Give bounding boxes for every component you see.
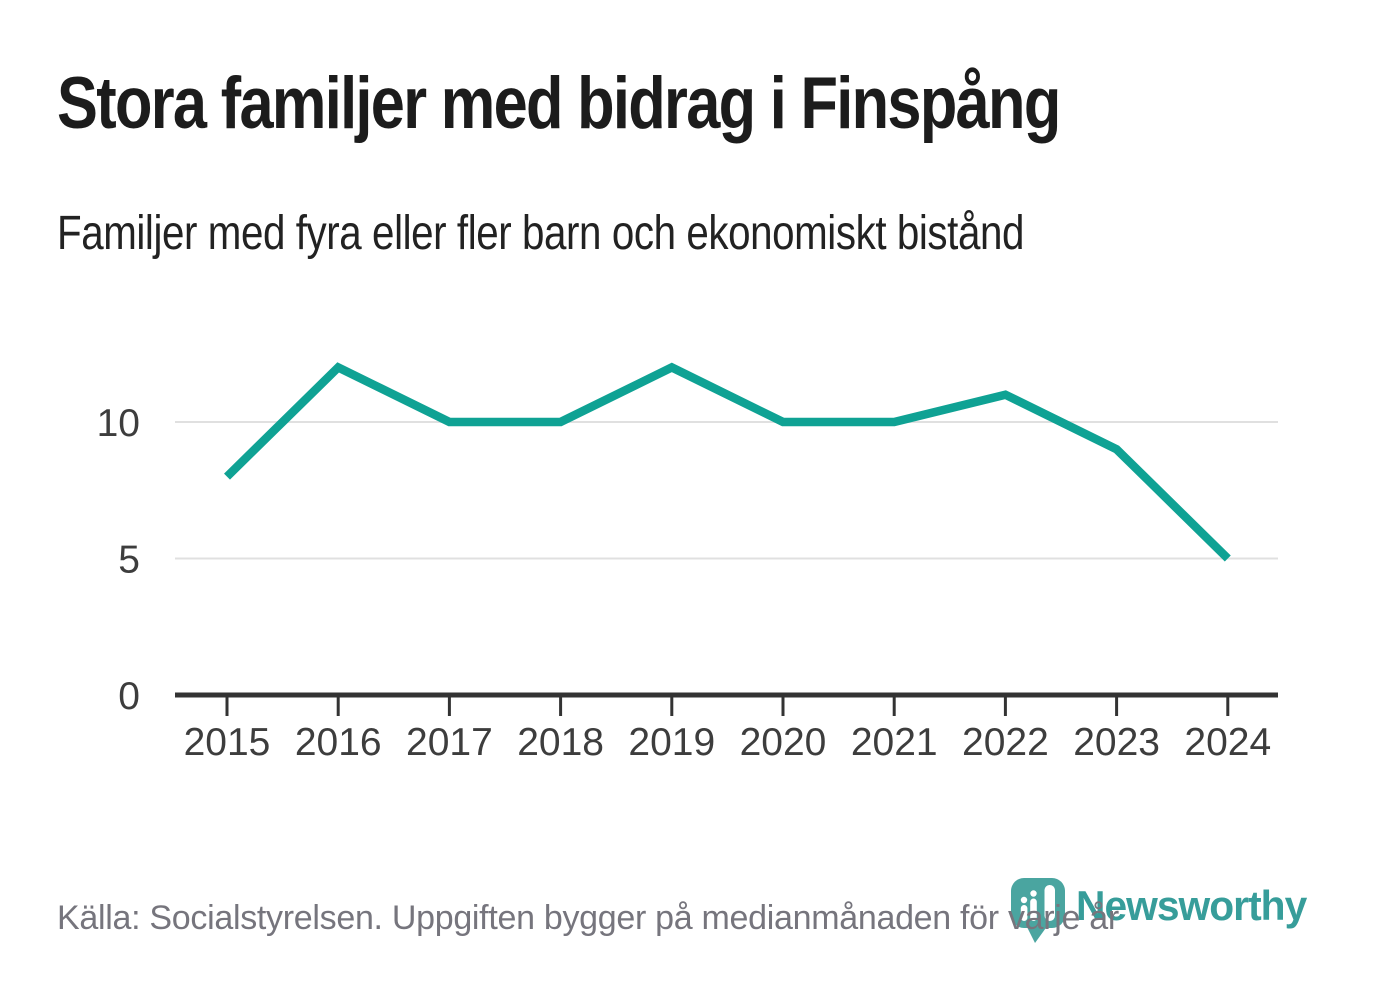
line-chart-svg: 0 5 10 2015 2016 2017 2018 2019 2020 2021 2022 2023… (97, 362, 1278, 764)
newsworthy-logo-icon (1011, 878, 1065, 943)
data-line-series (224, 362, 1231, 562)
y-axis-label: 10 (97, 402, 140, 445)
x-axis-label: 2021 (851, 721, 938, 764)
x-axis-label: 2019 (628, 721, 715, 764)
y-axis-label: 5 (118, 539, 140, 582)
x-axis-label: 2018 (517, 721, 604, 764)
chart-subtitle: Familjer med fyra eller fler barn och ek… (57, 207, 1024, 260)
line-chart: 0 5 10 2015 2016 2017 2018 2019 2020 2021 2022 2023… (0, 300, 1382, 770)
chart-title: Stora familjer med bidrag i Finspång (57, 63, 1061, 144)
x-axis-label: 2022 (962, 721, 1049, 764)
newsworthy-logo: Newsworthy (1011, 876, 1341, 956)
newsworthy-logo-text: Newsworthy (1076, 882, 1307, 929)
x-axis-label: 2020 (740, 721, 827, 764)
x-axis-label: 2023 (1073, 721, 1160, 764)
source-note: Källa: Socialstyrelsen. Uppgiften bygger… (57, 899, 1119, 937)
y-axis-label: 0 (118, 675, 140, 718)
x-axis-label: 2016 (295, 721, 382, 764)
x-axis-label: 2015 (184, 721, 271, 764)
x-axis-label: 2017 (406, 721, 493, 764)
x-axis-label: 2024 (1184, 721, 1271, 764)
